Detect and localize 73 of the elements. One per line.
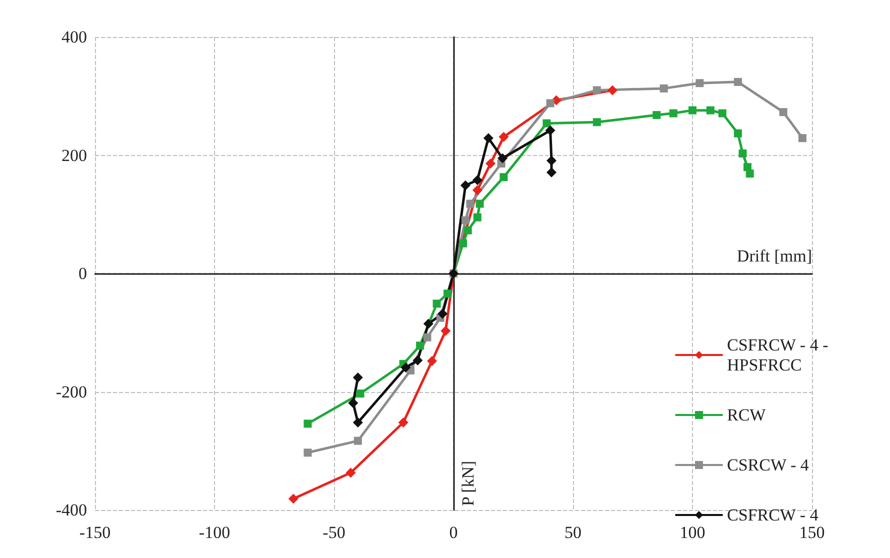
- point: [592, 118, 601, 126]
- y-axis-title: P [kN]: [458, 460, 478, 506]
- point: [718, 109, 726, 118]
- point: [352, 372, 363, 383]
- point: [592, 86, 601, 94]
- point: [688, 106, 696, 114]
- y-tick-label: 400: [62, 28, 87, 46]
- point: [498, 132, 509, 142]
- x-axis-title: Drift [mm]: [736, 246, 812, 266]
- point: [354, 436, 362, 445]
- point: [779, 108, 788, 116]
- point: [460, 180, 470, 190]
- point: [356, 390, 364, 398]
- point: [483, 133, 494, 144]
- legend-label: CSRCW - 4: [727, 456, 810, 474]
- point: [696, 79, 704, 88]
- x-tick-label: 150: [799, 523, 825, 542]
- point: [412, 355, 423, 366]
- point: [466, 200, 474, 208]
- point: [426, 356, 437, 366]
- x-tick-label: 100: [680, 523, 706, 542]
- y-tick-label: -200: [56, 382, 87, 402]
- point: [660, 84, 668, 92]
- point: [398, 417, 408, 428]
- point: [652, 111, 661, 120]
- legend-label: RCW: [727, 406, 767, 424]
- point: [798, 134, 806, 142]
- point: [738, 149, 747, 158]
- y-tick-label: -400: [56, 500, 87, 520]
- point: [706, 106, 714, 114]
- point: [734, 78, 742, 86]
- point: [438, 308, 448, 319]
- point: [542, 119, 551, 128]
- point: [669, 109, 678, 118]
- point: [444, 290, 452, 298]
- point: [304, 420, 312, 428]
- point: [546, 167, 556, 178]
- point: [416, 342, 424, 350]
- x-tick-label: -100: [198, 523, 230, 542]
- point: [288, 494, 298, 504]
- point: [607, 85, 618, 96]
- point: [352, 417, 363, 428]
- x-tick-label: -50: [322, 523, 346, 542]
- point: [461, 216, 470, 224]
- y-tick-label: 0: [78, 264, 87, 283]
- point: [440, 326, 451, 336]
- point: [486, 158, 496, 169]
- point: [497, 153, 508, 164]
- point: [400, 362, 411, 373]
- point: [473, 213, 482, 222]
- x-tick-label: 0: [449, 523, 458, 542]
- legend-label: CSFRCW - 4 - HPSFRCC: [727, 336, 832, 374]
- x-tick-label: -150: [79, 523, 111, 542]
- point: [546, 156, 556, 166]
- point: [346, 468, 356, 478]
- point: [734, 129, 742, 138]
- legend-label: CSFRCW - 4: [727, 506, 819, 524]
- y-tick-label: 200: [62, 146, 87, 165]
- point: [472, 175, 482, 186]
- point: [432, 300, 441, 308]
- point: [476, 200, 484, 208]
- point: [459, 239, 468, 248]
- point: [304, 448, 312, 457]
- point: [464, 226, 472, 234]
- point: [423, 333, 432, 342]
- point: [546, 99, 554, 108]
- x-tick-label: 50: [564, 523, 582, 542]
- point: [348, 398, 358, 408]
- point: [746, 170, 754, 178]
- point: [472, 185, 482, 196]
- point: [500, 173, 508, 182]
- point: [545, 125, 556, 136]
- point: [423, 318, 434, 329]
